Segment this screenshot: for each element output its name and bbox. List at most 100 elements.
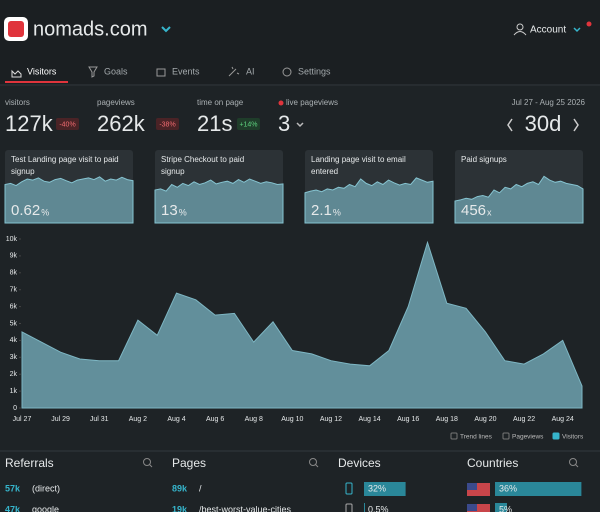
y-tick-label: 8k	[10, 270, 18, 277]
row-label[interactable]: (direct)	[32, 483, 60, 493]
row-count[interactable]: 47k	[5, 504, 21, 512]
card-unit: %	[333, 207, 341, 217]
legend-label: Pageviews	[512, 434, 544, 441]
x-tick-label: Aug 20	[474, 416, 496, 423]
card-title: Stripe Checkout to paid	[161, 155, 244, 164]
panel-title: Devices	[338, 456, 381, 470]
legend-label: Trend lines	[460, 434, 493, 441]
flag	[467, 504, 490, 512]
share-bar	[495, 503, 507, 512]
change: -38%	[159, 121, 175, 128]
card-title: Test Landing page visit to paid	[11, 155, 119, 164]
y-tick-label: 3k	[10, 354, 18, 361]
y-tick-label: 9k	[10, 253, 18, 260]
active-tab-underline	[5, 81, 68, 83]
stat-label: pageviews	[97, 98, 135, 107]
x-tick-label: Jul 31	[90, 416, 109, 423]
header-bg	[0, 0, 600, 86]
site-chevron[interactable]	[161, 26, 171, 33]
row-label[interactable]: google	[32, 504, 59, 512]
logo-inner	[8, 21, 24, 37]
search-icon[interactable]	[309, 458, 317, 466]
panel-title: Countries	[467, 456, 518, 470]
x-tick-label: Aug 14	[358, 416, 380, 423]
search-icon[interactable]	[143, 458, 151, 466]
account-icon-body	[513, 31, 527, 36]
y-tick-label: 1k	[10, 388, 18, 395]
stat-value: 127k	[5, 111, 54, 136]
panel-title: Referrals	[5, 456, 54, 470]
tab-icon	[11, 69, 22, 78]
card-value: 13	[161, 202, 178, 219]
share-bar	[364, 482, 406, 496]
share-label: 0.5%	[368, 504, 389, 512]
card-title: Paid signups	[461, 155, 507, 164]
x-tick-label: Jul 29	[51, 416, 70, 423]
stat-label: live pageviews	[286, 98, 338, 107]
change: +14%	[239, 121, 257, 128]
tab-icon	[228, 66, 240, 77]
x-tick-label: Aug 22	[513, 416, 535, 423]
tab[interactable]: AI	[246, 66, 255, 76]
next-period[interactable]	[573, 118, 579, 132]
legend-label: Visitors	[562, 434, 584, 441]
legend-checkbox[interactable]	[502, 432, 510, 440]
legend-checkbox[interactable]	[450, 432, 458, 440]
notify-dot	[586, 21, 592, 27]
row-label[interactable]: /	[199, 483, 202, 493]
card-value: 456	[461, 202, 486, 219]
search-icon-handle	[149, 464, 153, 468]
row-count[interactable]: 19k	[172, 504, 188, 512]
visitors-area	[21, 240, 583, 409]
live-dot	[278, 100, 284, 106]
x-tick-label: Aug 18	[436, 416, 458, 423]
tab[interactable]: Goals	[104, 66, 128, 76]
prev-period[interactable]	[507, 118, 513, 132]
tab[interactable]: Events	[172, 66, 200, 76]
row-count[interactable]: 89k	[172, 483, 188, 493]
share-label: 32%	[368, 483, 386, 493]
x-tick-label: Jul 27	[13, 416, 32, 423]
card-value: 2.1	[311, 202, 332, 219]
x-tick-label: Aug 6	[206, 416, 224, 423]
x-tick-label: Aug 4	[167, 416, 185, 423]
x-tick-label: Aug 2	[129, 416, 147, 423]
x-tick-label: Aug 8	[245, 416, 263, 423]
change-badge	[156, 118, 179, 130]
sparkline	[4, 176, 134, 224]
y-tick-label: 10k	[6, 236, 18, 243]
card-title: signup	[161, 167, 185, 176]
card-value: 0.62	[11, 202, 40, 219]
legend-checkbox[interactable]	[552, 432, 560, 440]
y-tick-label: 0	[13, 405, 17, 412]
tab[interactable]: Settings	[298, 66, 331, 76]
share-bar	[364, 503, 365, 512]
card-unit: %	[41, 207, 49, 217]
sparkline	[304, 177, 434, 224]
share-label: 5%	[499, 504, 512, 512]
change-badge	[237, 118, 260, 130]
share-label: 36%	[499, 483, 517, 493]
y-tick-label: 2k	[10, 371, 18, 378]
account-chevron[interactable]	[573, 27, 581, 33]
site-title[interactable]: nomads.com	[33, 18, 148, 40]
search-icon-handle	[575, 464, 579, 468]
account[interactable]: Account	[530, 25, 566, 36]
tab[interactable]: Visitors	[27, 66, 57, 76]
row-count[interactable]: 57k	[5, 483, 21, 493]
y-tick-label: 4k	[10, 337, 18, 344]
change: -40%	[59, 121, 75, 128]
x-tick-label: Aug 24	[552, 416, 574, 423]
search-icon-handle	[315, 464, 319, 468]
row-label[interactable]: /best-worst-value-cities	[199, 504, 292, 512]
live-chevron[interactable]	[296, 122, 304, 128]
stat-label: time on page	[197, 98, 244, 107]
date-range: Jul 27 - Aug 25 2026	[512, 98, 586, 107]
search-icon[interactable]	[569, 458, 577, 466]
panel-title: Pages	[172, 456, 206, 470]
y-tick-label: 6k	[10, 303, 18, 310]
x-tick-label: Aug 10	[281, 416, 303, 423]
card-title: entered	[311, 167, 338, 176]
period[interactable]: 30d	[525, 111, 562, 136]
